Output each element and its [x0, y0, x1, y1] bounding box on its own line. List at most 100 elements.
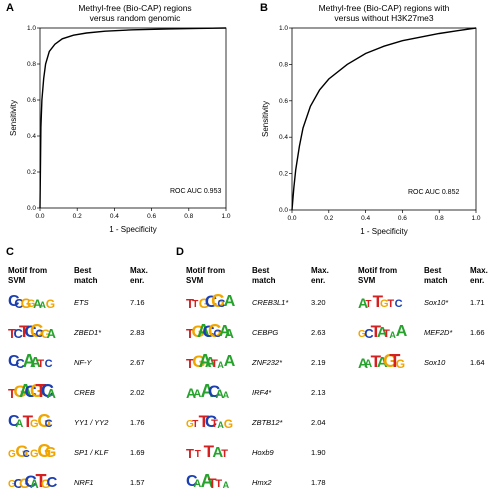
panel-c-header-enr: Max. enr.: [130, 266, 148, 286]
motif-letter: G: [198, 295, 210, 311]
y-tick-label-a: 0.6: [27, 97, 36, 104]
motif-letter: C: [186, 473, 198, 490]
motif-letter: C: [8, 413, 20, 430]
best-match-gene: ZBED1*: [74, 328, 102, 337]
motif-letter: T: [22, 412, 34, 431]
motif-letter: A: [224, 326, 234, 341]
motif-letter: G: [41, 327, 51, 341]
motif-letter: T: [215, 478, 223, 490]
panel-d-header-motif: Motif from SVM: [186, 266, 225, 286]
motif-letter: C: [24, 322, 37, 341]
motif-letter: A: [217, 360, 224, 370]
motif-letter: A: [376, 354, 388, 371]
motif-letter: A: [389, 330, 396, 340]
motif-letter: G: [26, 298, 36, 310]
best-match-gene: YY1 / YY2: [74, 418, 109, 427]
motif-letter: C: [15, 356, 25, 371]
panel-d-header-match-line1: Best: [252, 266, 270, 275]
x-tick-label-b: 0.2: [324, 215, 333, 222]
panel-c-header-match-line1: Best: [74, 266, 92, 275]
motif-letter: G: [186, 419, 194, 430]
max-enrichment-value: 2.02: [130, 388, 145, 397]
best-match-gene: CREB3L1*: [252, 298, 289, 307]
motif-letter: C: [208, 382, 221, 401]
motif-letter: A: [46, 326, 56, 341]
panel-d-header-enr: Max. enr.: [311, 266, 329, 286]
motif-letter: A: [33, 297, 42, 311]
motif-letter: C: [44, 418, 53, 430]
motif-letter: G: [30, 381, 45, 401]
motif-letter: T: [370, 322, 381, 341]
motif-letter: G: [8, 479, 16, 490]
motif-letter: T: [19, 322, 30, 341]
max-enrichment-value: 1.71: [470, 298, 485, 307]
motif-letter: A: [204, 354, 216, 371]
motif-letter: A: [198, 351, 212, 371]
motif-letter: G: [13, 382, 27, 401]
max-enrichment-value: 1.66: [470, 328, 485, 337]
motif-letter: C: [13, 476, 23, 491]
x-tick-label-b: 0.4: [361, 215, 370, 222]
max-enrichment-value: 7.16: [130, 298, 145, 307]
motif-letter: A: [222, 480, 230, 490]
motif-letter: A: [219, 323, 231, 340]
motif-letter: A: [19, 381, 32, 401]
best-match-gene: NRF1: [74, 478, 94, 487]
panel-d-header-match-line2: match: [252, 276, 276, 285]
motif-letter: T: [35, 381, 47, 401]
y-tick-label-b: 0.6: [279, 98, 288, 105]
panel-d-header-enr-2-line2: enr.: [470, 276, 485, 285]
panel-c-header-motif-line1: Motif from: [8, 266, 48, 275]
motif-letter: A: [223, 293, 236, 310]
panel-a-title: Methyl-free (Bio-CAP) regions versus ran…: [40, 3, 230, 23]
motif-letter: C: [46, 474, 58, 491]
plot-frame-b: [291, 27, 477, 211]
panel-c-header-motif: Motif from SVM: [8, 266, 47, 286]
x-tick-label-b: 1.0: [471, 215, 480, 222]
motif-letter: G: [45, 297, 56, 311]
motif-letter: A: [197, 321, 210, 341]
panel-d-header-match-2: Best match: [424, 266, 448, 286]
motif-letter: T: [198, 412, 209, 431]
motif-letter: C: [35, 328, 44, 340]
motif-letter: A: [215, 387, 224, 401]
motif-letter: G: [211, 291, 226, 311]
max-enrichment-value: 1.78: [311, 478, 326, 487]
motif-letter: T: [208, 475, 217, 491]
x-tick-label-b: 0.6: [398, 215, 407, 222]
y-tick-label-b: 0.4: [279, 134, 288, 141]
roc-curve-a: [39, 27, 227, 209]
motif-letter: G: [37, 411, 52, 431]
max-enrichment-value: 3.20: [311, 298, 326, 307]
motif-letter: A: [30, 477, 39, 491]
motif-letter: A: [395, 323, 408, 340]
motif-letter: A: [358, 355, 369, 371]
motif-letter: T: [186, 326, 194, 341]
roc-curve-b: [291, 27, 477, 211]
y-axis-label-b: Sensitivity: [261, 101, 270, 137]
max-enrichment-value: 1.64: [470, 358, 485, 367]
max-enrichment-value: 1.90: [311, 448, 326, 457]
motif-letter: G: [192, 352, 206, 371]
max-enrichment-value: 2.13: [311, 388, 326, 397]
motif-letter: T: [203, 442, 214, 461]
panel-a-title-line1: Methyl-free (Bio-CAP) regions: [78, 3, 192, 13]
panel-d-header-match-2-line1: Best: [424, 266, 442, 275]
motif-letter: C: [41, 381, 54, 401]
panel-d-header-enr-2: Max. enr.: [470, 266, 488, 286]
best-match-gene: Sox10: [424, 358, 446, 367]
panel-b-letter: B: [260, 2, 268, 14]
motif-letter: G: [358, 329, 366, 340]
best-match-gene: CEBPG: [252, 328, 279, 337]
motif-letter: G: [37, 441, 52, 461]
